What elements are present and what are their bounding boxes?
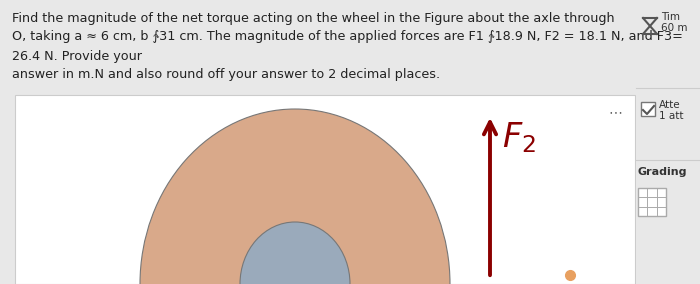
Ellipse shape <box>140 109 450 284</box>
Text: 26.4 N. Provide your: 26.4 N. Provide your <box>12 50 142 63</box>
Text: answer in m.N and also round off your answer to 2 decimal places.: answer in m.N and also round off your an… <box>12 68 440 81</box>
Text: O, taking a ≈ 6 cm, b ∱31 cm. The magnitude of the applied forces are F1 ∱18.9 N: O, taking a ≈ 6 cm, b ∱31 cm. The magnit… <box>12 30 683 43</box>
Text: 1 att: 1 att <box>659 111 683 121</box>
Bar <box>641 102 655 116</box>
Text: $\mathit{F}_2$: $\mathit{F}_2$ <box>502 120 536 155</box>
Text: 60 m: 60 m <box>661 23 687 33</box>
Ellipse shape <box>240 222 350 284</box>
Bar <box>638 188 666 216</box>
Text: ⋯: ⋯ <box>608 105 622 119</box>
Text: Atte: Atte <box>659 100 680 110</box>
Bar <box>15 95 635 284</box>
Text: Grading: Grading <box>637 167 687 177</box>
Bar <box>636 0 700 284</box>
Text: Find the magnitude of the net torque acting on the wheel in the Figure about the: Find the magnitude of the net torque act… <box>12 12 615 25</box>
Text: Tim: Tim <box>661 12 680 22</box>
